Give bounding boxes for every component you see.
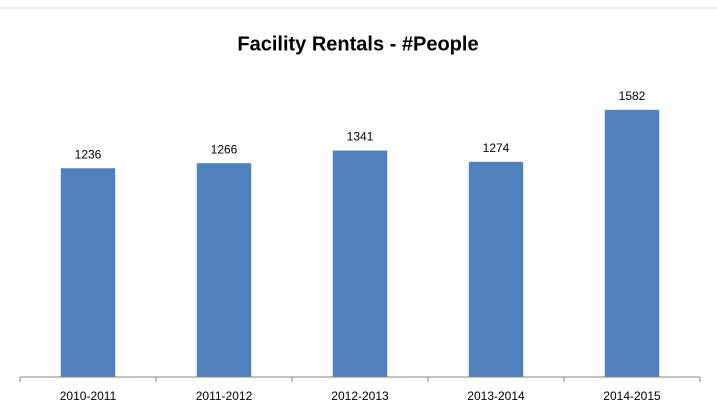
bar: [332, 150, 388, 377]
x-tick-label: 2011-2012: [196, 389, 253, 403]
x-tick-label: 2014-2015: [603, 389, 661, 403]
data-label: 1266: [211, 142, 238, 156]
bar: [60, 168, 116, 377]
data-label: 1341: [347, 130, 374, 144]
data-label: 1236: [75, 147, 102, 161]
bar: [468, 161, 524, 377]
x-tick-label: 2012-2013: [331, 389, 389, 403]
x-tick-label: 2010-2011: [60, 389, 117, 403]
bar: [196, 163, 252, 377]
x-tick-label: 2013-2014: [467, 389, 525, 403]
chart-title: Facility Rentals - #People: [237, 33, 478, 55]
bar: [604, 109, 660, 377]
data-label: 1582: [619, 89, 646, 103]
data-label: 1274: [483, 141, 510, 155]
